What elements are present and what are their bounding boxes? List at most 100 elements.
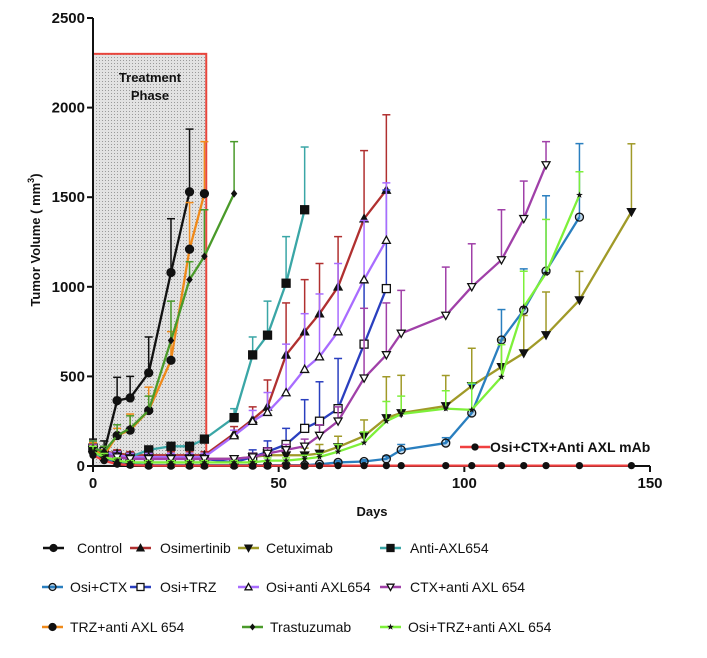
- data-point: [126, 424, 134, 433]
- legend-label: Osi+anti AXL654: [266, 579, 371, 595]
- data-point: [334, 448, 342, 455]
- series-osi-trz-anti-axl-654: [89, 171, 584, 466]
- legend-label: Cetuximab: [266, 540, 333, 556]
- data-point: [314, 431, 325, 441]
- data-point: [299, 442, 310, 452]
- data-point: [264, 457, 271, 464]
- series-trastuzumab: [89, 140, 239, 456]
- data-point: [49, 543, 58, 553]
- data-point: [381, 234, 392, 245]
- data-point: [145, 461, 153, 470]
- data-point: [314, 416, 325, 426]
- data-point: [360, 439, 368, 446]
- data-point: [574, 296, 585, 306]
- data-point: [185, 461, 194, 470]
- data-point: [230, 461, 238, 470]
- data-point: [334, 461, 342, 470]
- data-point: [126, 461, 134, 469]
- data-point: [299, 363, 310, 374]
- data-point: [358, 274, 370, 284]
- data-point: [229, 412, 239, 423]
- data-point: [496, 335, 507, 345]
- legend-label: Anti-AXL654: [410, 540, 489, 556]
- data-point: [383, 417, 390, 424]
- legend-item: Osi+TRZ+anti AXL 654: [380, 619, 552, 635]
- data-point: [385, 583, 396, 592]
- data-point: [263, 461, 272, 470]
- data-point: [282, 457, 290, 464]
- y-tick-label: 2000: [52, 100, 85, 117]
- y-axis-label: Tumor Volume ( mm3): [26, 173, 43, 306]
- legend-label: Control: [77, 540, 122, 556]
- data-point: [442, 405, 450, 412]
- data-point: [576, 191, 583, 198]
- series-osi-ctx-anti-axl-mab: [89, 451, 636, 470]
- data-point: [186, 275, 193, 284]
- legend-item: Control: [43, 540, 122, 556]
- data-point: [468, 406, 476, 413]
- data-point: [229, 430, 240, 440]
- legend-label: Osi+CTX+Anti AXL mAb: [490, 439, 650, 455]
- data-point: [166, 441, 176, 451]
- legend-label: Osi+CTX: [70, 579, 128, 595]
- data-point: [471, 443, 479, 451]
- y-tick-label: 1000: [52, 279, 85, 296]
- data-point: [48, 582, 57, 592]
- legend-label: Osi+TRZ: [160, 579, 217, 595]
- legend-item: CTX+anti AXL 654: [380, 579, 525, 595]
- data-point: [100, 453, 108, 460]
- phase-label-line2: Phase: [131, 88, 169, 103]
- data-point: [89, 451, 97, 459]
- x-tick-label: 150: [637, 475, 662, 492]
- data-point: [442, 461, 450, 470]
- data-point: [315, 461, 324, 470]
- data-point: [199, 434, 210, 444]
- data-point: [243, 544, 254, 553]
- data-point: [381, 454, 392, 464]
- data-point: [136, 582, 145, 592]
- data-point: [113, 431, 121, 440]
- y-tick-label: 500: [60, 368, 85, 385]
- data-point: [627, 461, 636, 470]
- data-point: [184, 244, 195, 254]
- legend-label: Trastuzumab: [270, 619, 351, 635]
- data-point: [498, 373, 505, 380]
- legend-label: TRZ+anti AXL 654: [70, 619, 184, 635]
- data-point: [125, 393, 135, 403]
- x-tick-label: 50: [270, 475, 287, 492]
- data-point: [397, 410, 405, 417]
- data-point: [249, 461, 257, 470]
- legend-item: Trastuzumab: [242, 619, 351, 635]
- data-point: [440, 311, 451, 321]
- data-point: [301, 461, 309, 470]
- data-point: [396, 329, 407, 339]
- x-tick-label: 100: [452, 475, 477, 492]
- data-point: [48, 622, 57, 632]
- data-point: [626, 208, 637, 218]
- data-point: [520, 303, 528, 310]
- data-point: [249, 623, 256, 631]
- x-tick-label: 0: [89, 475, 97, 492]
- legend-item: Osi+CTX+Anti AXL mAb: [460, 439, 650, 455]
- data-point: [396, 445, 406, 455]
- data-point: [248, 350, 258, 360]
- data-point: [135, 543, 146, 552]
- y-tick-label: 1500: [52, 189, 85, 206]
- data-point: [282, 461, 290, 470]
- data-point: [360, 461, 368, 470]
- y-tick-label: 0: [77, 458, 85, 475]
- data-point: [518, 349, 529, 359]
- data-point: [314, 351, 325, 361]
- data-point: [468, 461, 476, 470]
- data-point: [542, 461, 550, 470]
- data-point: [201, 252, 208, 261]
- data-point: [247, 415, 258, 426]
- legend-item: Osi+CTX: [42, 579, 128, 595]
- legend-item: Cetuximab: [238, 540, 333, 556]
- data-point: [301, 455, 308, 462]
- data-point: [332, 326, 344, 336]
- data-point: [113, 457, 121, 464]
- data-point: [199, 188, 210, 199]
- phase-label-line1: Treatment: [119, 70, 182, 85]
